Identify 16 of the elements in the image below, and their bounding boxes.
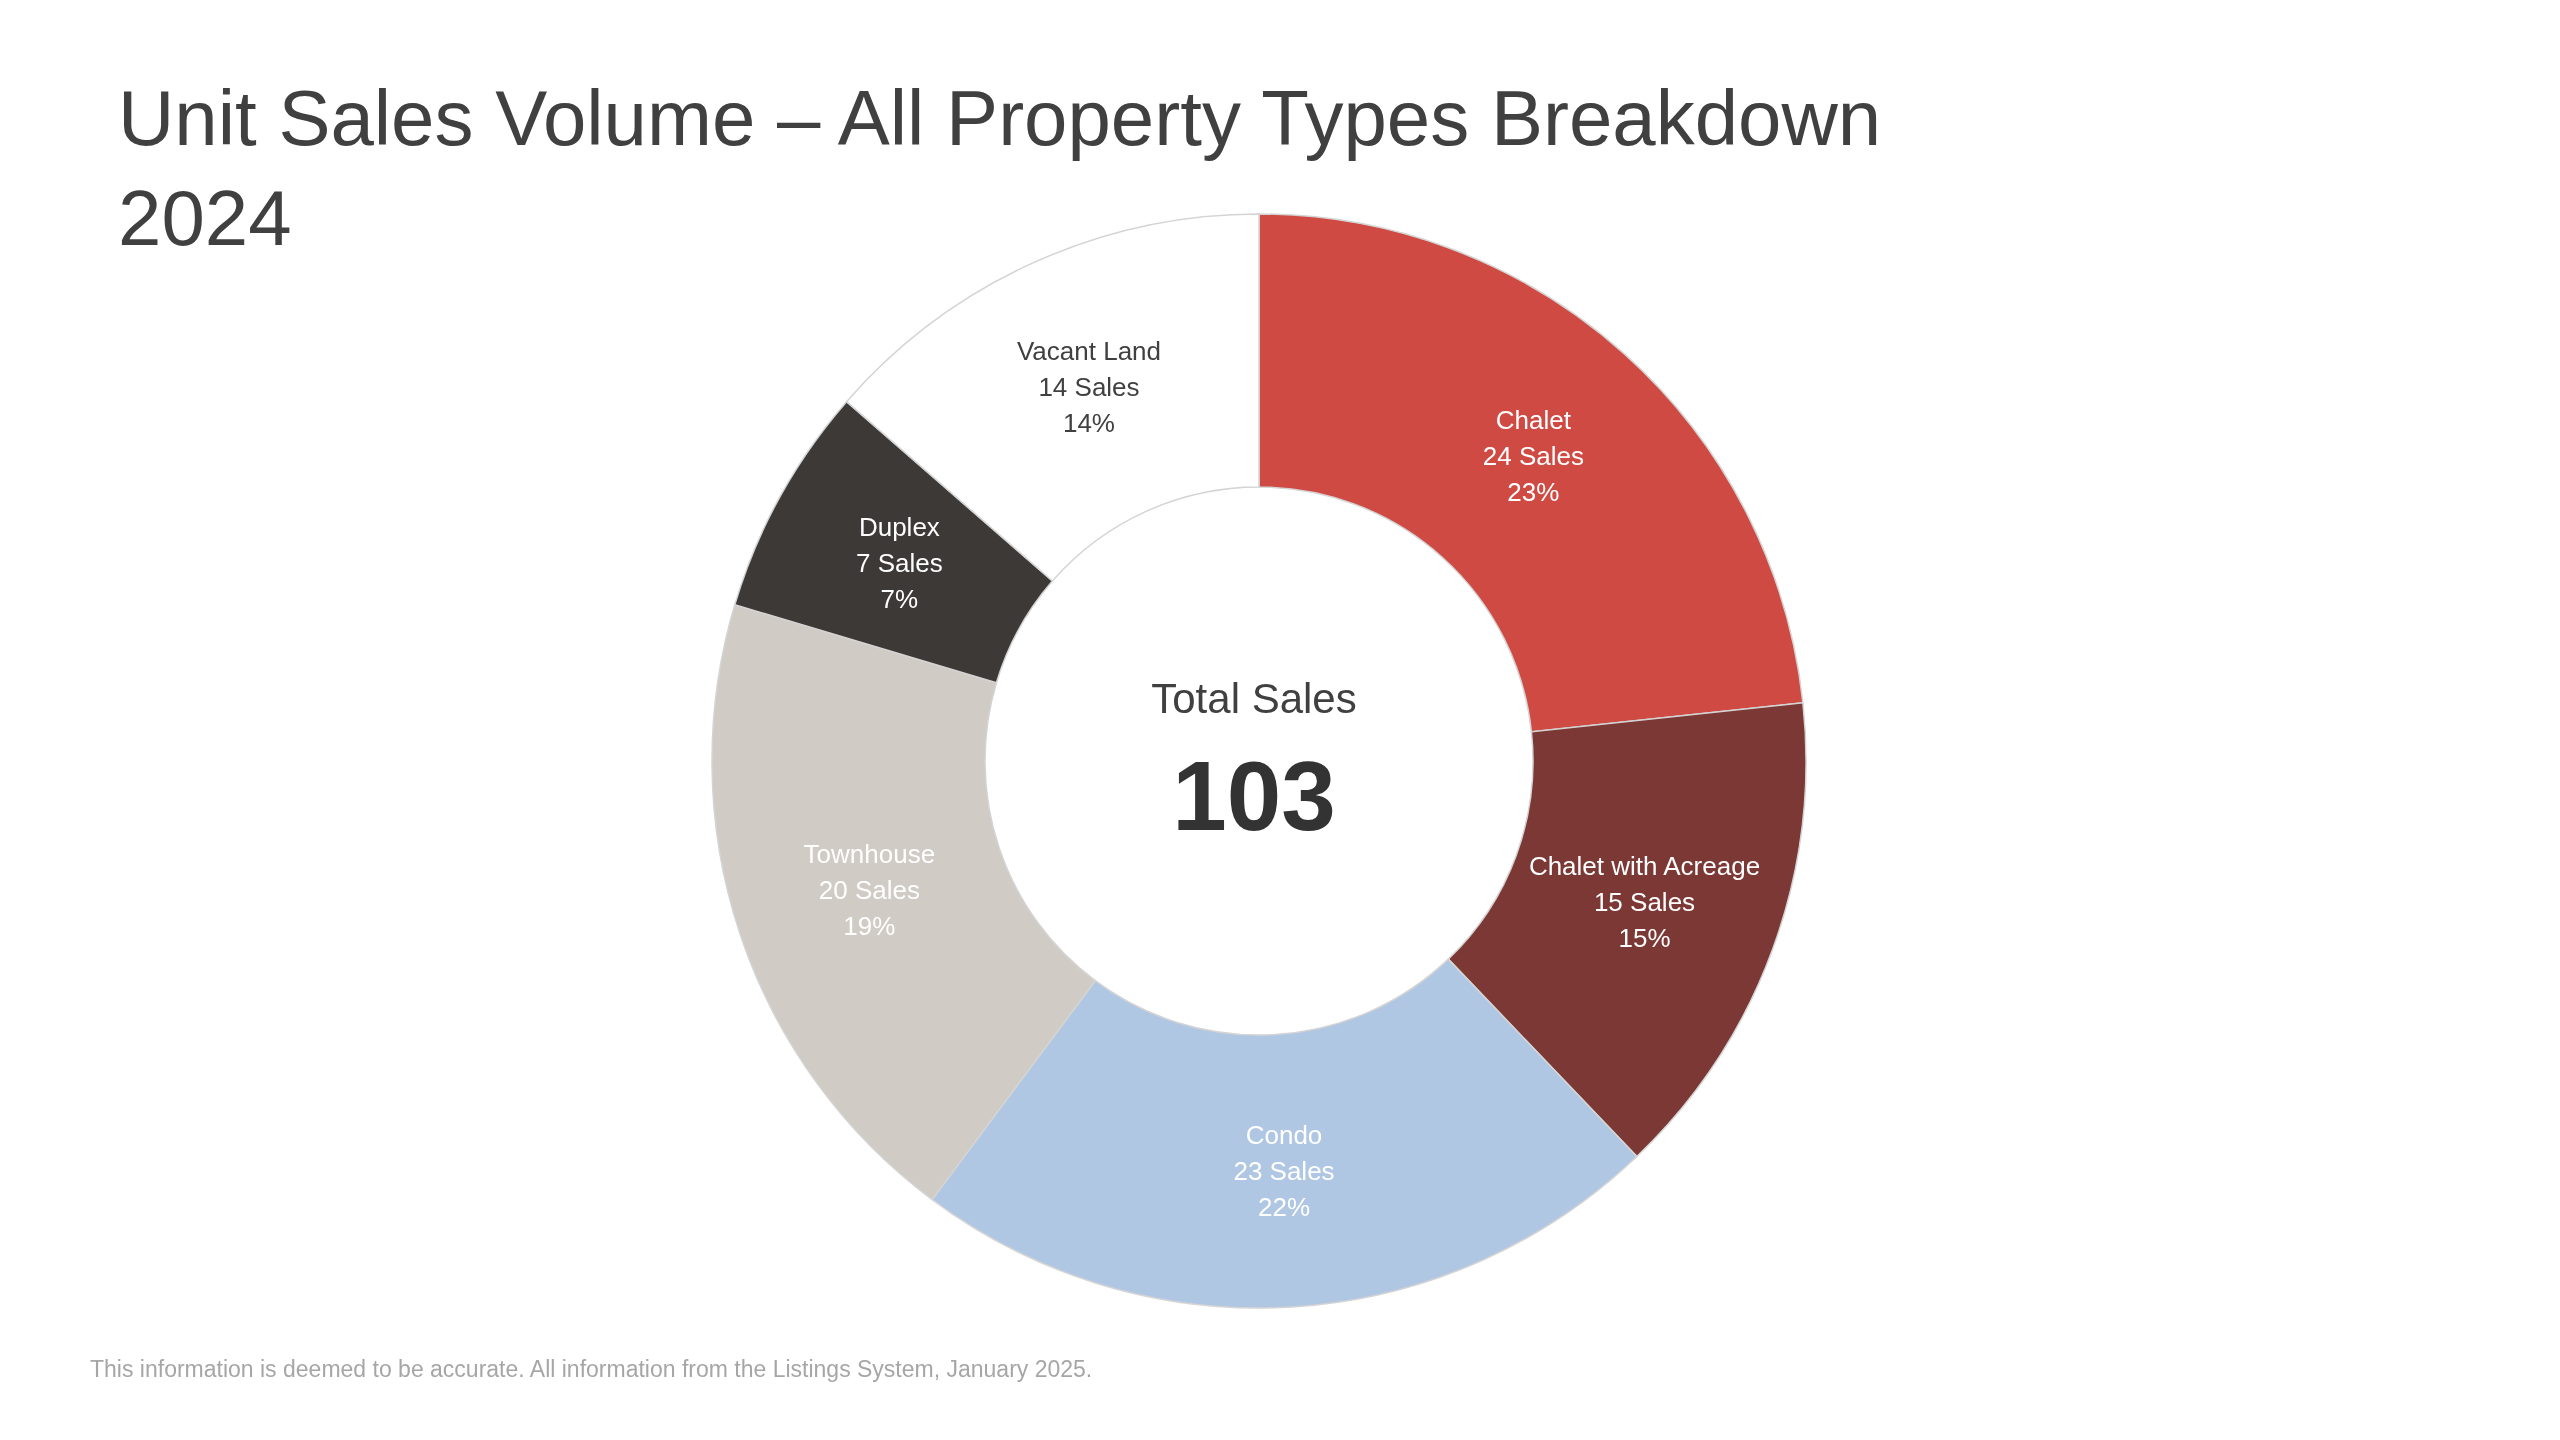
data-label: 20 Sales 19% — [818, 875, 920, 942]
text: This information is deemed to be accurate. All information from the Listings System, January 2025. — [90, 1356, 1093, 1382]
chart-title: Unit Sales Volume – All Property Types Breakdown 2024 — [118, 74, 1882, 262]
slice-label: Duplex — [858, 512, 940, 543]
data-label: 14 Sales 14% — [1038, 372, 1140, 439]
data-label: 23 Sales 22% — [1233, 1155, 1335, 1222]
text: 103 — [1172, 741, 1336, 851]
slice-label: Chalet — [1495, 404, 1572, 435]
slice-label: Vacant Land — [1016, 336, 1162, 367]
slice-label: Townhouse — [803, 839, 936, 870]
text: Total Sales — [1151, 675, 1357, 722]
slice-label: Chalet with Acreage — [1528, 851, 1761, 882]
slice-label: Condo — [1245, 1119, 1323, 1150]
data-label: 7 Sales 7% — [856, 548, 943, 615]
data-label: 15 Sales 15% — [1593, 887, 1696, 954]
data-label: 24 Sales 23% — [1482, 440, 1584, 507]
